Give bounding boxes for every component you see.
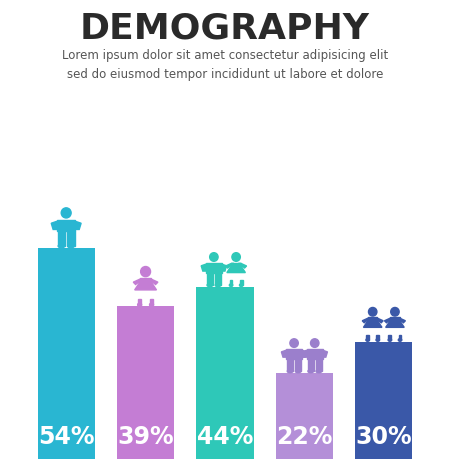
Polygon shape [215,273,221,285]
Ellipse shape [68,244,74,248]
Polygon shape [302,350,307,357]
Text: DEMOGRAPHY: DEMOGRAPHY [80,12,370,46]
Polygon shape [307,349,323,359]
Polygon shape [362,318,370,323]
Polygon shape [207,273,213,285]
Text: 30%: 30% [356,425,412,449]
FancyBboxPatch shape [117,306,174,459]
Polygon shape [322,350,328,357]
Polygon shape [240,280,243,285]
FancyBboxPatch shape [196,287,254,459]
Text: Lorem ipsum dolor sit amet consectetur adipisicing elit
sed do eiusmod tempor in: Lorem ipsum dolor sit amet consectetur a… [62,49,388,81]
Polygon shape [386,321,404,328]
Polygon shape [230,280,233,285]
Circle shape [290,339,298,347]
Polygon shape [201,264,207,271]
Polygon shape [295,359,301,371]
Ellipse shape [308,370,314,373]
FancyBboxPatch shape [276,373,333,459]
Ellipse shape [149,303,153,306]
Ellipse shape [239,284,243,287]
Polygon shape [302,350,307,357]
Polygon shape [75,221,81,229]
Polygon shape [51,221,58,229]
Text: 54%: 54% [38,425,94,449]
Ellipse shape [398,339,402,341]
Ellipse shape [295,370,301,373]
Polygon shape [287,359,293,371]
FancyBboxPatch shape [355,342,412,459]
Polygon shape [225,263,234,268]
Polygon shape [368,317,378,321]
Polygon shape [397,318,405,323]
Polygon shape [390,317,400,321]
Polygon shape [148,279,158,284]
Polygon shape [138,299,141,305]
Polygon shape [364,321,382,328]
Polygon shape [150,299,153,305]
Polygon shape [227,266,245,273]
Ellipse shape [207,284,212,287]
Polygon shape [221,264,227,271]
Ellipse shape [215,284,220,287]
Polygon shape [57,219,76,231]
FancyBboxPatch shape [38,248,95,459]
Ellipse shape [316,370,322,373]
Polygon shape [140,278,151,282]
Polygon shape [308,359,314,371]
Ellipse shape [287,370,293,373]
Text: 22%: 22% [276,425,333,449]
Circle shape [210,253,218,261]
Polygon shape [388,335,392,340]
Polygon shape [231,263,241,266]
Polygon shape [68,231,75,246]
Ellipse shape [388,339,392,341]
Circle shape [61,208,71,218]
Ellipse shape [366,339,369,341]
Polygon shape [316,359,322,371]
Ellipse shape [376,339,379,341]
Text: 44%: 44% [197,425,253,449]
Text: 39%: 39% [117,425,174,449]
Ellipse shape [58,244,65,248]
Polygon shape [135,282,157,290]
Circle shape [141,266,151,277]
Polygon shape [384,318,392,323]
Ellipse shape [230,284,233,287]
Circle shape [310,339,319,347]
Circle shape [369,307,377,316]
Polygon shape [238,263,247,268]
Polygon shape [366,335,369,340]
Polygon shape [133,279,143,284]
Ellipse shape [138,303,142,306]
Polygon shape [286,349,302,359]
Polygon shape [58,231,65,246]
Polygon shape [376,335,379,340]
Polygon shape [399,335,401,340]
Circle shape [232,253,240,261]
Polygon shape [206,263,222,273]
Circle shape [391,307,399,316]
Polygon shape [281,350,287,357]
Polygon shape [375,318,383,323]
